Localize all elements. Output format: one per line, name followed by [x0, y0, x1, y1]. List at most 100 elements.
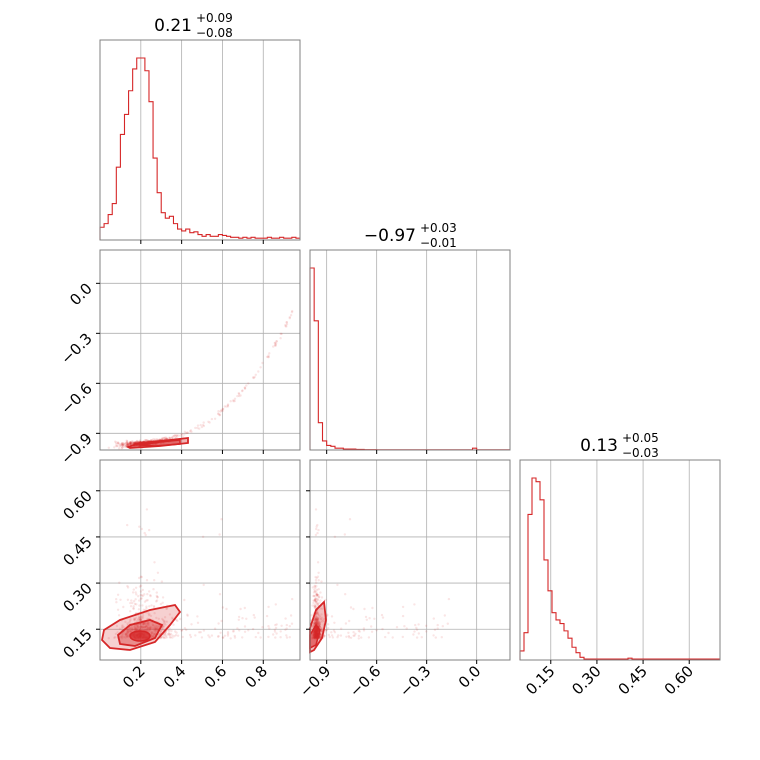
sample-point — [417, 623, 420, 626]
sample-point — [317, 623, 321, 626]
sample-point — [120, 441, 124, 445]
sample-point — [316, 617, 320, 621]
sample-point — [148, 628, 151, 631]
sample-point — [316, 621, 319, 625]
sample-point — [313, 605, 316, 608]
sample-point — [274, 341, 277, 345]
sample-point — [314, 600, 317, 603]
x-tick-label: −0.3 — [396, 662, 434, 700]
sample-point — [237, 392, 240, 395]
sample-point — [138, 627, 141, 630]
sample-point — [142, 622, 145, 626]
title-value: −0.97 — [364, 226, 416, 246]
sample-point — [116, 442, 120, 445]
sample-point — [113, 446, 116, 449]
sample-point — [352, 607, 355, 611]
sample-point — [268, 352, 271, 355]
sample-point — [129, 441, 132, 444]
sample-point — [129, 605, 133, 608]
sample-point — [279, 332, 282, 335]
sample-point — [143, 593, 146, 596]
sample-point — [151, 623, 154, 626]
sample-point — [313, 590, 317, 593]
sample-point — [125, 632, 128, 636]
sample-point — [391, 636, 394, 639]
sample-point — [186, 614, 189, 617]
sample-point — [134, 598, 137, 601]
sample-point — [126, 442, 130, 445]
sample-point — [436, 623, 439, 627]
sample-point — [314, 597, 317, 600]
y-tick-label: 0.15 — [59, 625, 95, 661]
sample-point — [135, 619, 139, 622]
sample-point — [225, 607, 228, 611]
sample-point — [154, 628, 157, 631]
sample-point — [141, 616, 145, 619]
sample-point — [122, 445, 125, 448]
sample-point — [175, 618, 178, 622]
sample-point — [284, 628, 287, 631]
sample-point — [162, 436, 166, 440]
sample-point — [337, 634, 340, 637]
sample-point — [125, 442, 128, 445]
title-minus: −0.03 — [622, 446, 659, 460]
sample-point — [134, 441, 138, 444]
sample-point — [313, 599, 316, 602]
sample-point — [148, 605, 151, 608]
sample-point — [165, 436, 168, 439]
sample-point — [313, 623, 316, 626]
sample-point — [169, 636, 172, 639]
sample-point — [194, 634, 197, 637]
sample-point — [139, 590, 142, 593]
sample-point — [313, 584, 316, 587]
sample-point — [138, 615, 141, 619]
sample-point — [319, 635, 322, 639]
sample-point — [117, 614, 121, 617]
panel-frame — [99, 249, 301, 451]
sample-point — [144, 624, 148, 627]
sample-point — [254, 373, 257, 376]
sample-point — [318, 626, 322, 629]
sample-point — [265, 355, 269, 359]
sample-point — [129, 630, 132, 633]
sample-point — [135, 628, 138, 631]
sample-point — [115, 445, 119, 448]
sample-point — [188, 430, 192, 433]
sample-point — [207, 420, 210, 423]
sample-point — [267, 356, 270, 359]
sample-point — [145, 625, 148, 628]
sample-point — [155, 599, 159, 602]
sample-point — [132, 442, 135, 445]
scatter-panel-param2-vs-param1: 0.0 −0.3 −0.6 −0.9 — [57, 249, 301, 468]
sample-point — [226, 631, 230, 634]
sample-point — [152, 588, 155, 591]
sample-point — [316, 619, 319, 622]
sample-point — [336, 583, 339, 587]
sample-point — [233, 397, 237, 400]
sample-point — [318, 635, 322, 639]
sample-point — [138, 617, 141, 621]
sample-point — [279, 630, 282, 633]
sample-point — [315, 593, 319, 597]
sample-point — [261, 626, 264, 629]
sample-point — [223, 405, 226, 408]
sample-point — [114, 444, 118, 447]
sample-point — [243, 387, 247, 390]
sample-point — [315, 621, 318, 624]
sample-point — [314, 616, 317, 619]
sample-point — [218, 593, 222, 596]
sample-point — [316, 620, 320, 624]
sample-point — [149, 627, 152, 630]
sample-point — [395, 626, 399, 629]
sample-point — [314, 598, 317, 601]
sample-point — [172, 623, 175, 626]
sample-point — [321, 618, 324, 622]
sample-point — [238, 394, 241, 398]
sample-point — [131, 440, 134, 443]
sample-point — [313, 604, 316, 607]
sample-point — [320, 627, 323, 630]
sample-point — [161, 596, 165, 599]
sample-point — [316, 623, 320, 626]
sample-point — [152, 627, 155, 631]
sample-point — [241, 389, 244, 392]
